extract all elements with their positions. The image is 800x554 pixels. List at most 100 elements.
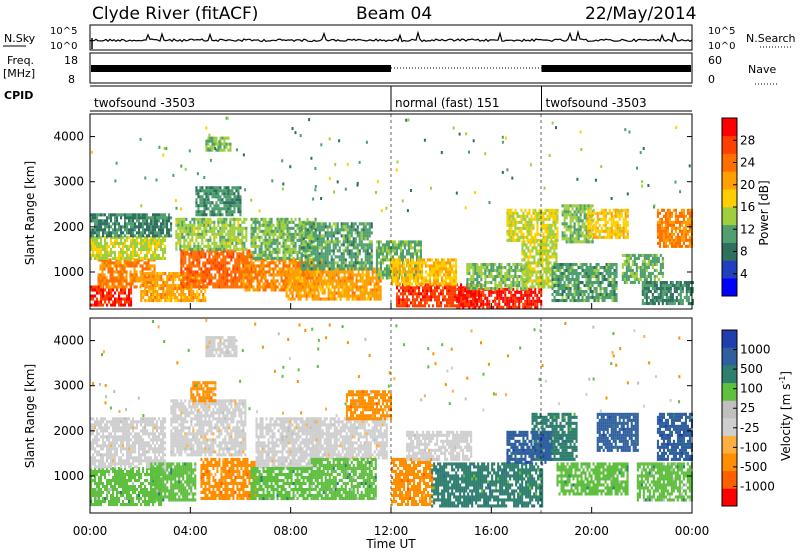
heatmap-cell [246,255,249,259]
heatmap-cell [287,279,290,283]
heatmap-cell [504,272,507,276]
heatmap-cell [316,255,319,259]
heatmap-cell [96,253,99,257]
heatmap-cell [510,269,513,273]
heatmap-cell [154,216,157,220]
heatmap-cell [333,288,336,292]
heatmap-cell [348,240,351,244]
heatmap-cell [535,240,538,244]
heatmap-cell [410,292,413,296]
heatmap-cell [240,261,243,265]
heatmap-cell [90,219,93,223]
heatmap-cell [184,278,187,282]
heatmap-cell [416,292,419,296]
heatmap-cell [403,282,406,286]
heatmap-cell [192,275,195,279]
heatmap-cell [326,237,329,241]
heatmap-cell [96,228,99,232]
heatmap-cell [529,252,532,256]
heatmap-cell [262,220,265,224]
heatmap-cell [444,286,447,290]
heatmap-cell [120,256,123,260]
heatmap-cell [262,217,265,221]
heatmap-cell [212,255,215,259]
heatmap-cell [288,238,291,242]
heatmap-cell [140,231,143,235]
heatmap-cell [170,272,173,276]
heatmap-cell [545,279,548,283]
heatmap-cell [389,261,392,265]
heatmap-cell [437,276,440,280]
heatmap-cell [186,267,189,271]
heatmap-cell [413,261,416,265]
heatmap-cell [418,295,421,299]
heatmap-cell [308,237,311,241]
heatmap-cell [496,302,499,306]
heatmap-cell [162,253,165,257]
heatmap-cell [182,252,185,256]
heatmap-cell [175,223,178,227]
heatmap-cell [164,213,167,217]
heatmap-cell [140,235,143,239]
heatmap-cell [227,244,230,248]
heatmap-cell [164,216,167,220]
heatmap-cell [203,198,206,202]
heatmap-cell [203,204,206,208]
heatmap-cell [223,238,226,242]
heatmap-cell [100,300,103,304]
heatmap-cell [339,276,342,280]
heatmap-cell [452,289,455,293]
heatmap-cell [308,253,311,257]
noise-right-label: N.Search [746,32,796,45]
heatmap-cell [350,264,353,268]
heatmap-cell [472,296,475,300]
heatmap-cell [316,243,319,247]
heatmap-cell [375,294,378,298]
heatmap-cell [183,217,186,221]
heatmap-cell [331,279,334,283]
heatmap-cell [195,235,198,239]
heatmap-cell [200,279,203,283]
heatmap-cell [315,270,318,274]
heatmap-cell [332,246,335,250]
heatmap-cell [90,213,93,217]
heatmap-cell [528,287,531,291]
heatmap-cell [208,249,211,253]
heatmap-cell [235,217,238,221]
heatmap-cell [166,290,169,294]
heatmap-cell [193,220,196,224]
heatmap-cell [543,252,546,256]
heatmap-cell [377,243,380,247]
heatmap-cell [276,256,279,260]
heatmap-cell [203,229,206,233]
heatmap-cell [108,288,111,292]
heatmap-cell [114,256,117,260]
heatmap-cell [180,296,183,300]
heatmap-cell [177,217,180,221]
heatmap-cell [538,290,541,294]
heatmap-cell [366,261,369,265]
heatmap-cell [300,264,303,268]
heatmap-cell [532,290,535,294]
heatmap-cell [510,284,513,288]
heatmap-cell [223,186,226,190]
heatmap-cell [531,249,534,253]
heatmap-cell [472,287,475,291]
heatmap-cell [190,287,193,291]
heatmap-cell [541,279,544,283]
heatmap-cell [502,281,505,285]
heatmap-cell [200,281,203,285]
heatmap-cell [264,270,267,274]
heatmap-cell [151,270,154,274]
heatmap-cell [345,270,348,274]
heatmap-cell [211,232,214,236]
heatmap-cell [490,290,493,294]
heatmap-cell [237,192,240,196]
heatmap-cell [297,270,300,274]
heatmap-cell [377,261,380,265]
heatmap-cell [144,241,147,245]
heatmap-cell [213,229,216,233]
heatmap-cell [208,276,211,280]
heatmap-cell [274,229,277,233]
heatmap-cell [254,288,257,292]
